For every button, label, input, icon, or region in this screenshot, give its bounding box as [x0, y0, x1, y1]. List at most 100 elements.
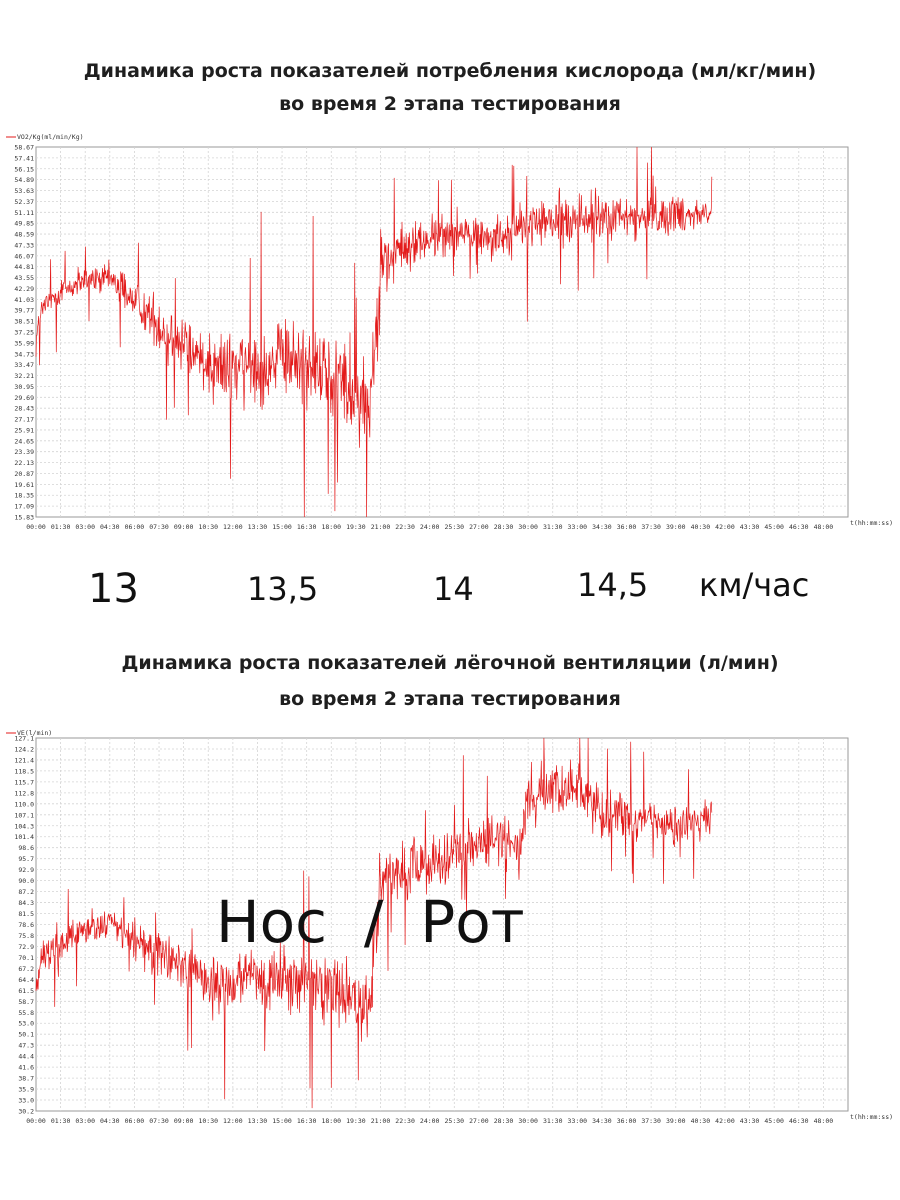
- y-tick-label: 18.35: [14, 492, 34, 500]
- x-tick-label: 27:00: [469, 1117, 489, 1125]
- y-tick-label: 32.21: [14, 372, 34, 380]
- x-tick-label: 18:00: [321, 523, 341, 531]
- y-tick-label: 33.47: [14, 361, 34, 369]
- y-tick-label: 50.1: [18, 1031, 34, 1039]
- x-tick-label: 42:00: [715, 523, 735, 531]
- x-tick-label: 01:30: [51, 1117, 71, 1125]
- x-tick-label: 24:00: [420, 523, 440, 531]
- x-tick-label: 34:30: [592, 523, 612, 531]
- x-tick-label: 43:30: [740, 523, 760, 531]
- x-tick-label: 45:00: [764, 523, 784, 531]
- x-tick-label: 33:00: [568, 523, 588, 531]
- y-tick-label: 30.2: [18, 1108, 34, 1116]
- x-tick-label: 13:30: [248, 1117, 268, 1125]
- chart1-vo2-plot: 58.67 57.41 56.15 54.89 53.63 52.37 51.11 49.85…: [6, 133, 893, 531]
- y-tick-label: 23.39: [14, 448, 34, 456]
- y-tick-label: 107.1: [14, 811, 34, 819]
- x-tick-label: 07:30: [149, 1117, 169, 1125]
- x-tick-label: 13:30: [248, 523, 268, 531]
- y-tick-label: 37.25: [14, 329, 34, 337]
- y-tick-label: 52.37: [14, 198, 34, 206]
- y-tick-label: 101.4: [14, 833, 34, 841]
- x-tick-label: 04:30: [100, 1117, 120, 1125]
- x-tick-label: 18:00: [321, 1117, 341, 1125]
- x-tick-label: 28:30: [494, 523, 514, 531]
- y-tick-label: 38.7: [18, 1075, 34, 1083]
- y-tick-label: 15.83: [14, 514, 34, 522]
- y-tick-label: 51.11: [14, 209, 34, 217]
- y-tick-label: 41.6: [18, 1064, 34, 1072]
- y-tick-label: 47.33: [14, 241, 34, 249]
- y-tick-label: 24.65: [14, 437, 34, 445]
- y-tick-label: 124.2: [14, 745, 34, 753]
- y-tick-label: 92.9: [18, 866, 34, 874]
- x-tick-label: 21:00: [371, 523, 391, 531]
- x-tick-label: 06:00: [125, 1117, 145, 1125]
- y-tick-label: 20.87: [14, 470, 34, 478]
- y-tick-label: 55.8: [18, 1009, 34, 1017]
- y-tick-label: 30.95: [14, 383, 34, 391]
- x-tick-label: 12:00: [223, 523, 243, 531]
- y-tick-label: 44.81: [14, 263, 34, 271]
- x-tick-label: 36:00: [617, 523, 637, 531]
- x-tick-label: 16:30: [297, 523, 317, 531]
- y-tick-label: 34.73: [14, 350, 34, 358]
- legend-label: VO2/Kg(ml/min/Kg): [17, 133, 84, 141]
- y-tick-label: 22.13: [14, 459, 34, 467]
- x-tick-label: 09:00: [174, 523, 194, 531]
- x-tick-label: 25:30: [445, 1117, 465, 1125]
- x-tick-label: 12:00: [223, 1117, 243, 1125]
- x-tick-label: 48:00: [814, 523, 834, 531]
- x-tick-label: 36:00: [617, 1117, 637, 1125]
- x-tick-label: 10:30: [198, 523, 218, 531]
- chart1-title-line1: Динамика роста показателей потребления к…: [83, 60, 817, 82]
- y-tick-label: 58.7: [18, 998, 34, 1006]
- x-tick-label: 45:00: [764, 1117, 784, 1125]
- x-tick-label: 15:00: [272, 523, 292, 531]
- y-tick-label: 115.7: [14, 778, 34, 786]
- speed-label-14: 14: [433, 570, 474, 608]
- series-line-ve: [35, 737, 713, 1109]
- x-tick-label: 04:30: [100, 523, 120, 531]
- speed-unit-label: км/час: [699, 566, 810, 604]
- chart1-title-line2: во время 2 этапа тестирования: [279, 93, 621, 115]
- y-tick-label: 70.1: [18, 954, 34, 962]
- chart2-title-line2: во время 2 этапа тестирования: [279, 688, 621, 710]
- x-tick-label: 07:30: [149, 523, 169, 531]
- x-tick-label: 37:30: [641, 523, 661, 531]
- y-tick-label: 48.59: [14, 231, 34, 239]
- x-tick-label: 25:30: [445, 523, 465, 531]
- x-tick-label: 42:00: [715, 1117, 735, 1125]
- y-tick-label: 75.8: [18, 932, 34, 940]
- y-tick-label: 56.15: [14, 165, 34, 173]
- y-tick-label: 19.61: [14, 481, 34, 489]
- x-tick-label: 46:30: [789, 523, 809, 531]
- x-tick-label: 19:30: [346, 523, 366, 531]
- y-tick-label: 121.4: [14, 756, 34, 764]
- x-axis-label: t(hh:mm:ss): [850, 519, 893, 527]
- y-tick-label: 127.1: [14, 735, 34, 743]
- y-tick-label: 64.4: [18, 976, 34, 984]
- x-tick-label: 34:30: [592, 1117, 612, 1125]
- x-tick-label: 22:30: [395, 1117, 415, 1125]
- y-tick-label: 110.0: [14, 800, 34, 808]
- x-tick-label: 40:30: [691, 523, 711, 531]
- y-tick-label: 118.5: [14, 767, 34, 775]
- x-tick-label: 21:00: [371, 1117, 391, 1125]
- y-tick-label: 61.5: [18, 987, 34, 995]
- x-tick-label: 03:00: [75, 523, 95, 531]
- breathing-mode-annotation: Нос / Рот: [216, 888, 525, 956]
- x-tick-label: 01:30: [51, 523, 71, 531]
- y-tick-label: 84.3: [18, 899, 34, 907]
- y-tick-label: 38.51: [14, 318, 34, 326]
- y-tick-label: 78.6: [18, 921, 34, 929]
- x-tick-label: 31:30: [543, 523, 563, 531]
- y-tick-label: 67.2: [18, 965, 34, 973]
- y-tick-label: 57.41: [14, 154, 34, 162]
- y-tick-label: 28.43: [14, 405, 34, 413]
- y-tick-label: 72.9: [18, 943, 34, 951]
- x-tick-label: 19:30: [346, 1117, 366, 1125]
- x-axis-label: t(hh:mm:ss): [850, 1113, 893, 1121]
- x-tick-label: 00:00: [26, 1117, 46, 1125]
- x-tick-label: 39:00: [666, 523, 686, 531]
